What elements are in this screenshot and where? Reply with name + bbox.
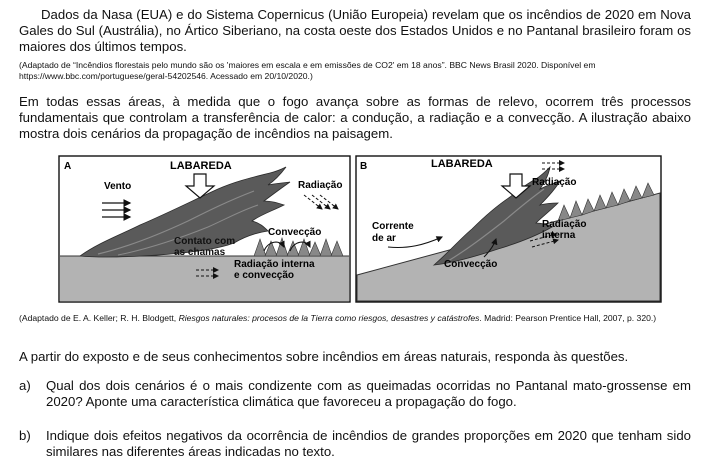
question-b-text: Indique dois efeitos negativos da ocorrê… <box>46 428 691 459</box>
question-a-text: Qual dos dois cenários é o mais condizen… <box>46 378 691 409</box>
panel-a: A LABAREDA Vento Radiação Contato com as… <box>58 155 351 303</box>
fire-propagation-figure: A LABAREDA Vento Radiação Contato com as… <box>58 155 662 303</box>
panel-a-internal-arrows <box>196 267 219 279</box>
panel-a-radiation-arrows <box>303 194 339 210</box>
panel-a-labareda-label: LABAREDA <box>170 160 232 172</box>
panel-b-radiacao-interna-label-1: Radiação <box>542 219 586 230</box>
panel-a-contato-label-2: as chamas <box>174 247 226 258</box>
panel-a-radiacao-label: Radiação <box>298 180 342 191</box>
intro-paragraph: Dados da Nasa (EUA) e do Sistema Coperni… <box>19 7 691 54</box>
panel-a-contato-label-1: Contato com <box>174 236 235 247</box>
question-a-label: a) <box>19 378 31 393</box>
caption-book-title: Riesgos naturales: procesos de la Tierra… <box>178 313 480 323</box>
panel-b-radiacao-interna-label-2: interna <box>542 230 576 241</box>
panel-b-corrente-label-1: Corrente <box>372 221 414 232</box>
question-b-label: b) <box>19 428 31 443</box>
panel-a-ground <box>60 256 349 301</box>
panel-a-convection-arrows <box>263 240 311 252</box>
prompt-text: A partir do exposto e de seus conhecimen… <box>19 349 629 364</box>
panel-b-corrente-label-2: de ar <box>372 233 396 244</box>
panel-a-trees <box>253 237 344 257</box>
panel-b-trees <box>557 182 655 222</box>
panel-a-radiacao-interna-label-2: e convecção <box>234 270 294 281</box>
panel-a-conveccao-label: Convecção <box>268 227 321 238</box>
panel-a-flame <box>78 166 291 258</box>
figure-caption: (Adaptado de E. A. Keller; R. H. Blodget… <box>19 313 691 324</box>
panel-a-radiacao-interna-label-1: Radiação interna <box>234 259 315 270</box>
panel-a-labareda-arrow <box>184 173 216 199</box>
panel-b-radiacao-label: Radiação <box>532 177 576 188</box>
panel-b-labareda-arrow <box>500 173 532 199</box>
panel-b-air-current-arrow <box>387 236 444 249</box>
panel-a-wind-arrows <box>102 199 132 221</box>
panel-b-letter: B <box>360 161 367 172</box>
panel-b-conveccao-label: Convecção <box>444 259 497 270</box>
panel-a-vento-label: Vento <box>104 181 131 192</box>
panel-b: B LABAREDA Radiação Corrente de ar Radia… <box>355 155 662 303</box>
panel-b-radiation-arrows <box>542 160 565 172</box>
panel-a-letter: A <box>64 161 71 172</box>
intro-source: (Adaptado de “Incêndios florestais pelo … <box>19 60 596 81</box>
caption-suffix: . Madrid: Pearson Prentice Hall, 2007, p… <box>479 313 657 323</box>
panel-b-internal-arrows <box>529 232 559 248</box>
panel-b-flame <box>432 165 561 266</box>
panel-b-convection-arrow <box>483 237 498 258</box>
caption-prefix: (Adaptado de E. A. Keller; R. H. Blodget… <box>19 313 179 323</box>
panel-b-labareda-label: LABAREDA <box>431 158 493 170</box>
context-paragraph: Em todas essas áreas, à medida que o fog… <box>19 94 691 141</box>
